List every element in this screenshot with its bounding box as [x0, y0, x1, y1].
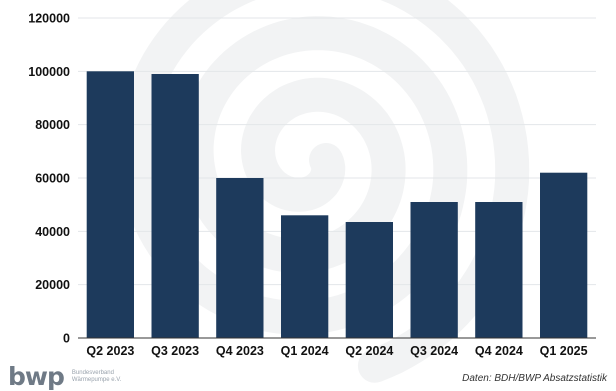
x-category-label: Q2 2024: [345, 344, 393, 358]
y-tick-label: 120000: [28, 12, 70, 26]
bar: [86, 71, 134, 339]
x-category-label: Q4 2023: [216, 344, 264, 358]
x-category-label: Q4 2024: [475, 344, 523, 358]
watermark-spiral: [117, 0, 530, 383]
y-tick-label: 60000: [35, 172, 70, 186]
logo-line-2: Wärmepumpe e.V.: [71, 377, 122, 383]
x-category-label: Q3 2024: [410, 344, 458, 358]
bar: [345, 222, 393, 338]
bar: [281, 215, 329, 338]
bwp-logo: bwp Bundesverband Wärmepumpe e.V.: [8, 362, 121, 391]
bar: [151, 74, 199, 338]
y-tick-label: 100000: [28, 65, 70, 79]
y-tick-label: 40000: [35, 225, 70, 239]
bars: [86, 71, 588, 339]
bar: [216, 178, 264, 338]
x-category-label: Q1 2025: [540, 344, 588, 358]
watermark-spiral-path: [117, 0, 530, 383]
bar: [410, 202, 458, 338]
x-axis-category-labels: Q2 2023 Q3 2023 Q4 2023 Q1 2024 Q2 2024 Q3 20…: [86, 344, 587, 358]
y-tick-label: 20000: [35, 278, 70, 292]
y-tick-label: 0: [63, 332, 70, 346]
logo-mark: bwp: [8, 362, 65, 391]
x-category-label: Q2 2023: [86, 344, 134, 358]
bar: [540, 172, 588, 338]
logo-text: Bundesverband Wärmepumpe e.V.: [72, 370, 121, 384]
x-category-label: Q1 2024: [281, 344, 329, 358]
logo-line-1: Bundesverband: [71, 370, 114, 376]
y-axis-tick-labels: 0 20000 40000 60000 80000 100000 120000: [28, 12, 70, 346]
x-category-label: Q3 2023: [151, 344, 199, 358]
bar: [475, 202, 523, 338]
y-tick-label: 80000: [35, 118, 70, 132]
source-note: Daten: BDH/BWP Absatzstatistik: [462, 373, 607, 384]
